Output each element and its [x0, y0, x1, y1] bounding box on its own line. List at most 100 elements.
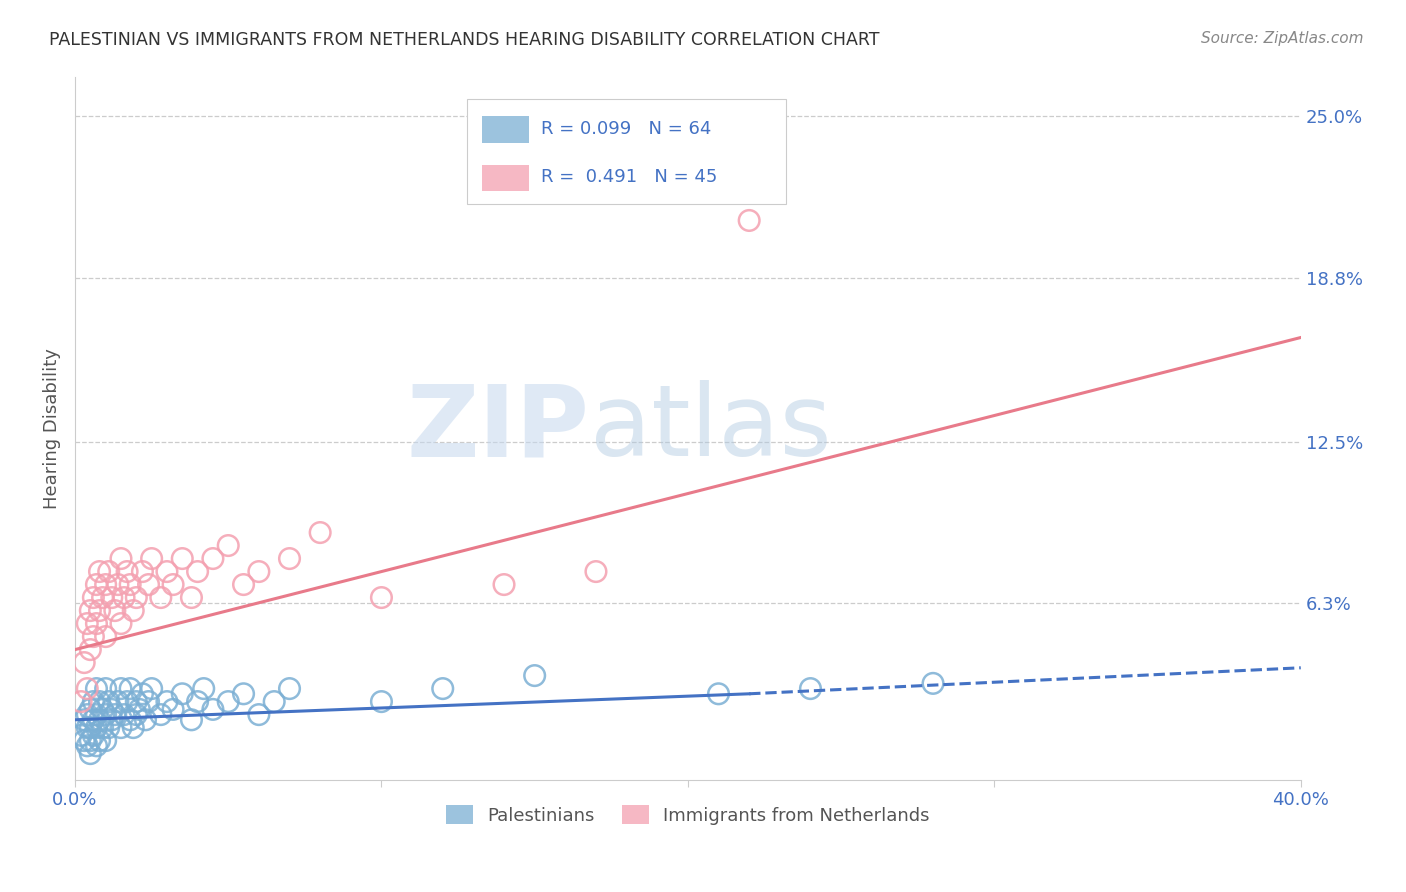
Point	[82, 630, 104, 644]
Legend: Palestinians, Immigrants from Netherlands: Palestinians, Immigrants from Netherland…	[437, 797, 939, 834]
Point	[193, 681, 215, 696]
Point	[922, 676, 945, 690]
Point	[738, 213, 761, 227]
Point	[125, 707, 148, 722]
Point	[104, 707, 127, 722]
Point	[128, 702, 150, 716]
Point	[172, 551, 194, 566]
Point	[156, 565, 179, 579]
Point	[97, 565, 120, 579]
Point	[278, 681, 301, 696]
Point	[79, 642, 101, 657]
Text: PALESTINIAN VS IMMIGRANTS FROM NETHERLANDS HEARING DISABILITY CORRELATION CHART: PALESTINIAN VS IMMIGRANTS FROM NETHERLAN…	[49, 31, 880, 49]
Point	[82, 728, 104, 742]
Point	[156, 695, 179, 709]
Point	[172, 687, 194, 701]
Point	[141, 681, 163, 696]
Point	[180, 591, 202, 605]
Y-axis label: Hearing Disability: Hearing Disability	[44, 348, 60, 509]
Point	[82, 713, 104, 727]
Point	[370, 695, 392, 709]
Point	[585, 565, 607, 579]
Point	[523, 668, 546, 682]
Point	[187, 695, 209, 709]
Point	[76, 616, 98, 631]
Point	[91, 721, 114, 735]
Point	[112, 591, 135, 605]
Point	[79, 603, 101, 617]
Point	[86, 681, 108, 696]
Point	[86, 721, 108, 735]
Point	[125, 695, 148, 709]
Point	[73, 733, 96, 747]
Point	[217, 695, 239, 709]
Point	[112, 707, 135, 722]
Point	[86, 707, 108, 722]
Point	[187, 565, 209, 579]
Point	[97, 721, 120, 735]
Point	[76, 721, 98, 735]
Point	[122, 603, 145, 617]
Point	[94, 707, 117, 722]
Point	[89, 713, 111, 727]
Point	[79, 702, 101, 716]
Point	[104, 603, 127, 617]
Point	[120, 713, 142, 727]
Point	[89, 603, 111, 617]
Point	[122, 721, 145, 735]
Point	[162, 577, 184, 591]
Point	[89, 733, 111, 747]
Point	[120, 681, 142, 696]
FancyBboxPatch shape	[467, 98, 786, 204]
Point	[91, 591, 114, 605]
Point	[263, 695, 285, 709]
Point	[799, 681, 821, 696]
Point	[138, 695, 160, 709]
Point	[86, 616, 108, 631]
Text: R =  0.491   N = 45: R = 0.491 N = 45	[541, 169, 717, 186]
Point	[86, 739, 108, 753]
Point	[232, 687, 254, 701]
Point	[707, 687, 730, 701]
Point	[101, 702, 124, 716]
Point	[201, 702, 224, 716]
Point	[278, 551, 301, 566]
Point	[89, 565, 111, 579]
Point	[134, 713, 156, 727]
Point	[115, 695, 138, 709]
Point	[70, 728, 93, 742]
Text: ZIP: ZIP	[406, 380, 591, 477]
Point	[79, 721, 101, 735]
Text: Source: ZipAtlas.com: Source: ZipAtlas.com	[1201, 31, 1364, 46]
Point	[131, 565, 153, 579]
Text: R = 0.099   N = 64: R = 0.099 N = 64	[541, 120, 711, 137]
Point	[115, 565, 138, 579]
Point	[141, 551, 163, 566]
Point	[110, 616, 132, 631]
Point	[73, 713, 96, 727]
Point	[217, 539, 239, 553]
Point	[110, 721, 132, 735]
Point	[94, 630, 117, 644]
Point	[370, 591, 392, 605]
Point	[110, 681, 132, 696]
Point	[82, 591, 104, 605]
Point	[107, 577, 129, 591]
Point	[131, 687, 153, 701]
Point	[94, 577, 117, 591]
Point	[149, 591, 172, 605]
Point	[97, 695, 120, 709]
Bar	[482, 164, 529, 191]
Point	[309, 525, 332, 540]
Point	[101, 713, 124, 727]
Point	[247, 707, 270, 722]
Point	[432, 681, 454, 696]
Point	[110, 551, 132, 566]
Point	[76, 681, 98, 696]
Point	[79, 747, 101, 761]
Point	[76, 707, 98, 722]
Point	[180, 713, 202, 727]
Bar	[482, 116, 529, 143]
Point	[79, 733, 101, 747]
Point	[492, 577, 515, 591]
